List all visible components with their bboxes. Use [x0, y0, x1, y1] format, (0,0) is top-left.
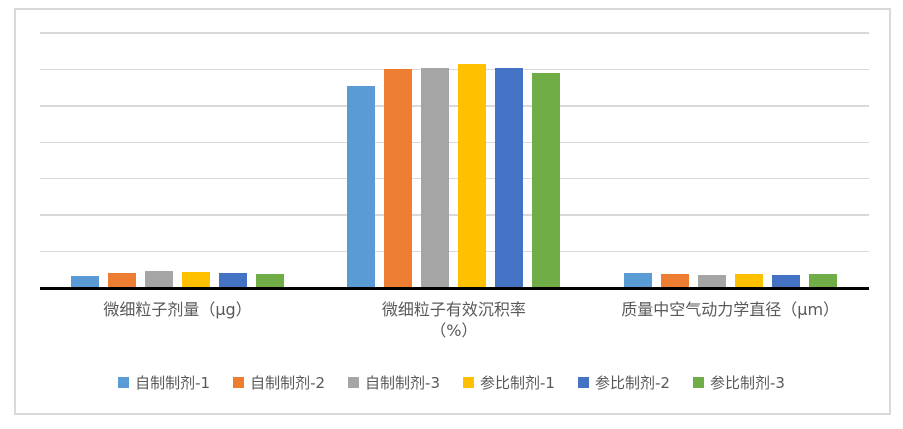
x-axis-line	[40, 287, 869, 290]
legend-label: 参比制剂-1	[480, 374, 555, 392]
bar-自制制剂-3-cat1	[145, 271, 173, 288]
legend-item-参比制剂-3: 参比制剂-3	[692, 372, 785, 393]
bar-参比制剂-3-cat3	[808, 273, 837, 288]
legend: 自制制剂-1 自制制剂-2 自制制剂-3 参比制剂-1 参比制剂-2 参比制剂-3	[0, 372, 903, 393]
bar-参比制剂-2-cat2	[495, 67, 524, 288]
plot-area	[40, 32, 869, 288]
legend-marker-icon	[692, 377, 704, 388]
bar-自制制剂-1-cat2	[347, 85, 376, 288]
legend-label: 参比制剂-3	[709, 374, 785, 392]
legend-marker-icon	[577, 377, 589, 388]
bar-参比制剂-2-cat1	[219, 272, 247, 288]
category-label-3: 质量中空气动力学直径（μm）	[621, 300, 840, 319]
legend-label: 自制制剂-1	[135, 374, 211, 392]
bar-参比制剂-1-cat2	[458, 63, 487, 288]
legend-marker-icon	[348, 377, 360, 388]
bar-自制制剂-1-cat1	[71, 275, 99, 288]
gridline	[40, 105, 869, 107]
bar-自制制剂-1-cat3	[623, 273, 652, 288]
legend-label: 参比制剂-2	[594, 374, 670, 392]
gridline	[40, 68, 869, 71]
gridline	[40, 141, 869, 143]
bar-自制制剂-3-cat2	[421, 67, 450, 288]
gridline	[40, 32, 869, 34]
bar-参比制剂-3-cat1	[256, 273, 284, 288]
bar-参比制剂-1-cat3	[734, 273, 763, 288]
legend-label: 自制制剂-3	[365, 374, 440, 392]
chart-frame	[14, 8, 891, 415]
category-label-1: 微细粒子剂量（μg）	[103, 300, 252, 319]
gridline	[40, 178, 869, 180]
legend-item-自制制剂-1: 自制制剂-1	[118, 372, 210, 393]
bar-自制制剂-2-cat2	[384, 69, 413, 288]
bar-参比制剂-2-cat3	[771, 274, 800, 288]
legend-item-参比制剂-1: 参比制剂-1	[463, 372, 555, 393]
legend-marker-icon	[463, 377, 474, 388]
bar-自制制剂-2-cat3	[660, 274, 689, 288]
legend-marker-icon	[118, 377, 130, 388]
bar-参比制剂-1-cat1	[182, 272, 210, 288]
legend-item-自制制剂-2: 自制制剂-2	[233, 372, 325, 393]
gridline	[40, 214, 869, 216]
bar-自制制剂-3-cat3	[697, 274, 726, 288]
legend-marker-icon	[233, 377, 245, 388]
legend-item-自制制剂-3: 自制制剂-3	[348, 372, 440, 393]
category-label-2: 微细粒子有效沉积率 （%）	[381, 300, 526, 340]
gridline	[40, 250, 869, 253]
bar-参比制剂-3-cat2	[532, 73, 561, 288]
legend-item-参比制剂-2: 参比制剂-2	[577, 372, 670, 393]
bar-自制制剂-2-cat1	[108, 273, 136, 288]
legend-label: 自制制剂-2	[250, 374, 326, 392]
